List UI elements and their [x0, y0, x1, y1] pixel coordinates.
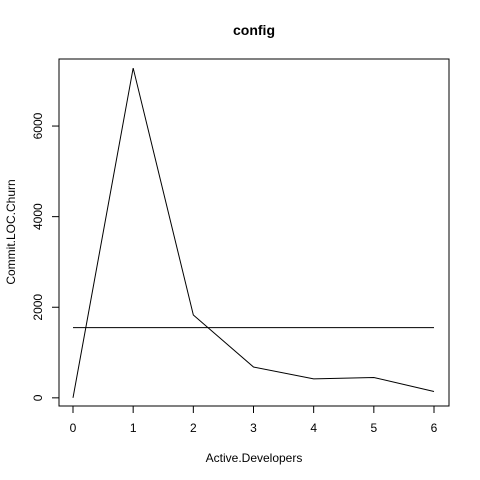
y-tick-label: 2000 — [31, 294, 45, 321]
x-tick-label: 4 — [310, 421, 317, 435]
y-axis: 0 2000 4000 6000 — [31, 112, 60, 401]
y-tick-label: 0 — [31, 394, 45, 401]
plot-frame — [58, 58, 450, 407]
x-tick-label: 2 — [190, 421, 197, 435]
x-axis-label: Active.Developers — [206, 451, 303, 465]
x-axis: 0 1 2 3 4 5 6 — [70, 405, 438, 435]
x-tick-label: 5 — [370, 421, 377, 435]
x-tick-label: 0 — [70, 421, 77, 435]
series-line — [72, 67, 435, 398]
x-tick-label: 6 — [431, 421, 438, 435]
x-tick-label: 3 — [250, 421, 257, 435]
x-tick-label: 1 — [130, 421, 137, 435]
y-tick-label: 6000 — [31, 112, 45, 139]
y-tick-label: 4000 — [31, 203, 45, 230]
y-axis-label: Commit.LOC.Churn — [4, 179, 18, 284]
chart-title: config — [233, 22, 275, 38]
